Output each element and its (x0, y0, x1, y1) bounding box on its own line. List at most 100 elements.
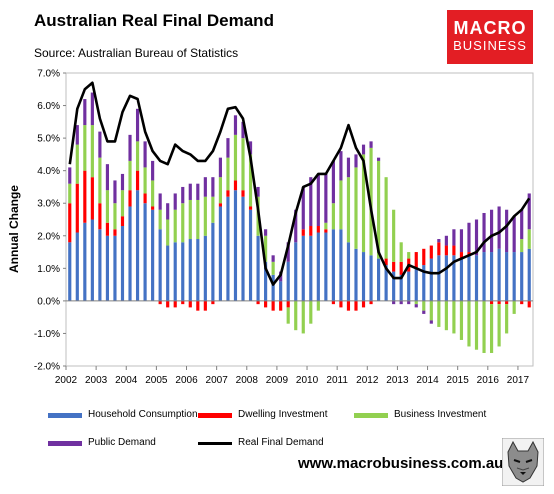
y-tick-label: 1.0% (37, 264, 60, 275)
bar-household (68, 242, 72, 301)
bar-public (143, 141, 147, 168)
bar-household (166, 245, 170, 301)
bar-household (196, 239, 200, 301)
bar-dwelling (452, 245, 456, 256)
bar-household (399, 274, 403, 301)
bar-household (527, 248, 531, 301)
bar-public (128, 134, 132, 161)
bar-dwelling (279, 300, 283, 311)
bar-dwelling (361, 300, 366, 308)
bar-dwelling (120, 216, 125, 227)
bar-public (437, 239, 441, 243)
bar-public (286, 242, 290, 262)
x-tick-label: 2007 (206, 375, 229, 386)
bar-public (196, 183, 200, 200)
x-tick-label: 2014 (416, 375, 439, 386)
bar-business (452, 300, 456, 334)
x-tick-label: 2008 (236, 375, 259, 386)
bar-dwelling (203, 300, 207, 311)
bar-business (346, 177, 351, 243)
x-tick-label: 2010 (296, 375, 319, 386)
bar-public (241, 121, 245, 139)
bar-public (346, 157, 351, 178)
bar-business (361, 154, 366, 253)
bar-dwelling (98, 203, 102, 230)
bar-public (459, 229, 464, 253)
x-tick-label: 2006 (175, 375, 198, 386)
bar-household (203, 235, 207, 301)
bar-dwelling (437, 242, 441, 256)
x-tick-label: 2005 (145, 375, 168, 386)
bar-dwelling (248, 206, 253, 210)
bar-public (188, 183, 192, 200)
x-tick-label: 2003 (85, 375, 108, 386)
bar-household (75, 232, 79, 301)
bar-household (233, 190, 238, 301)
x-tick-label: 2002 (55, 375, 78, 386)
bar-dwelling (135, 170, 140, 191)
bar-business (83, 125, 87, 171)
bar-public (444, 235, 448, 246)
bar-business (459, 300, 464, 340)
bar-dwelling (256, 300, 260, 305)
bar-dwelling (75, 183, 79, 233)
bar-household (90, 219, 94, 301)
bar-household (120, 226, 125, 301)
bar-business (384, 177, 388, 259)
bar-business (294, 300, 298, 331)
bar-dwelling (196, 300, 200, 311)
y-tick-label: 2.0% (37, 231, 60, 242)
bar-business (98, 157, 102, 204)
bar-business (166, 219, 170, 246)
y-tick-label: 5.0% (37, 134, 60, 145)
bar-business (422, 300, 426, 311)
bar-business (196, 199, 200, 240)
bar-household (324, 232, 328, 301)
y-tick-label: 0.0% (37, 296, 60, 307)
bar-dwelling (527, 300, 531, 308)
bar-household (377, 258, 381, 301)
bar-business (316, 300, 320, 311)
bar-public (248, 141, 253, 155)
legend-label-public: Public Demand (88, 437, 156, 448)
bar-public (369, 141, 373, 148)
bar-business (105, 190, 110, 223)
bar-dwelling (384, 258, 388, 266)
x-tick-label: 2017 (507, 375, 530, 386)
bar-business (301, 300, 305, 334)
bar-household (437, 255, 441, 301)
bar-dwelling (422, 248, 426, 266)
bar-dwelling (339, 300, 343, 308)
bar-dwelling (497, 300, 501, 305)
bar-dwelling (218, 203, 222, 207)
bar-business (68, 183, 72, 204)
bar-household (211, 222, 215, 301)
bar-dwelling (301, 229, 305, 236)
bar-business (241, 138, 245, 191)
macrobusiness-logo: MACRO BUSINESS (447, 10, 533, 64)
bar-public (83, 99, 87, 126)
bar-business (211, 196, 215, 223)
bar-household (384, 265, 388, 301)
bar-public (226, 138, 230, 158)
legend-swatch-dwelling (198, 413, 232, 418)
bar-household (256, 235, 260, 301)
bar-public (173, 193, 177, 210)
bar-public (422, 310, 426, 314)
bar-business (90, 125, 94, 178)
bar-business (309, 300, 313, 324)
bar-dwelling (264, 300, 268, 308)
bar-business (248, 154, 253, 207)
bar-household (271, 274, 275, 301)
bar-household (241, 196, 245, 301)
bar-household (286, 261, 290, 301)
bar-public (467, 222, 471, 253)
bar-household (520, 252, 524, 301)
bar-public (520, 209, 524, 240)
bar-business (143, 167, 147, 194)
bar-public (211, 177, 215, 197)
bar-public (68, 167, 72, 184)
bar-household (158, 229, 162, 301)
bar-public (324, 173, 328, 223)
bar-household (105, 235, 110, 301)
